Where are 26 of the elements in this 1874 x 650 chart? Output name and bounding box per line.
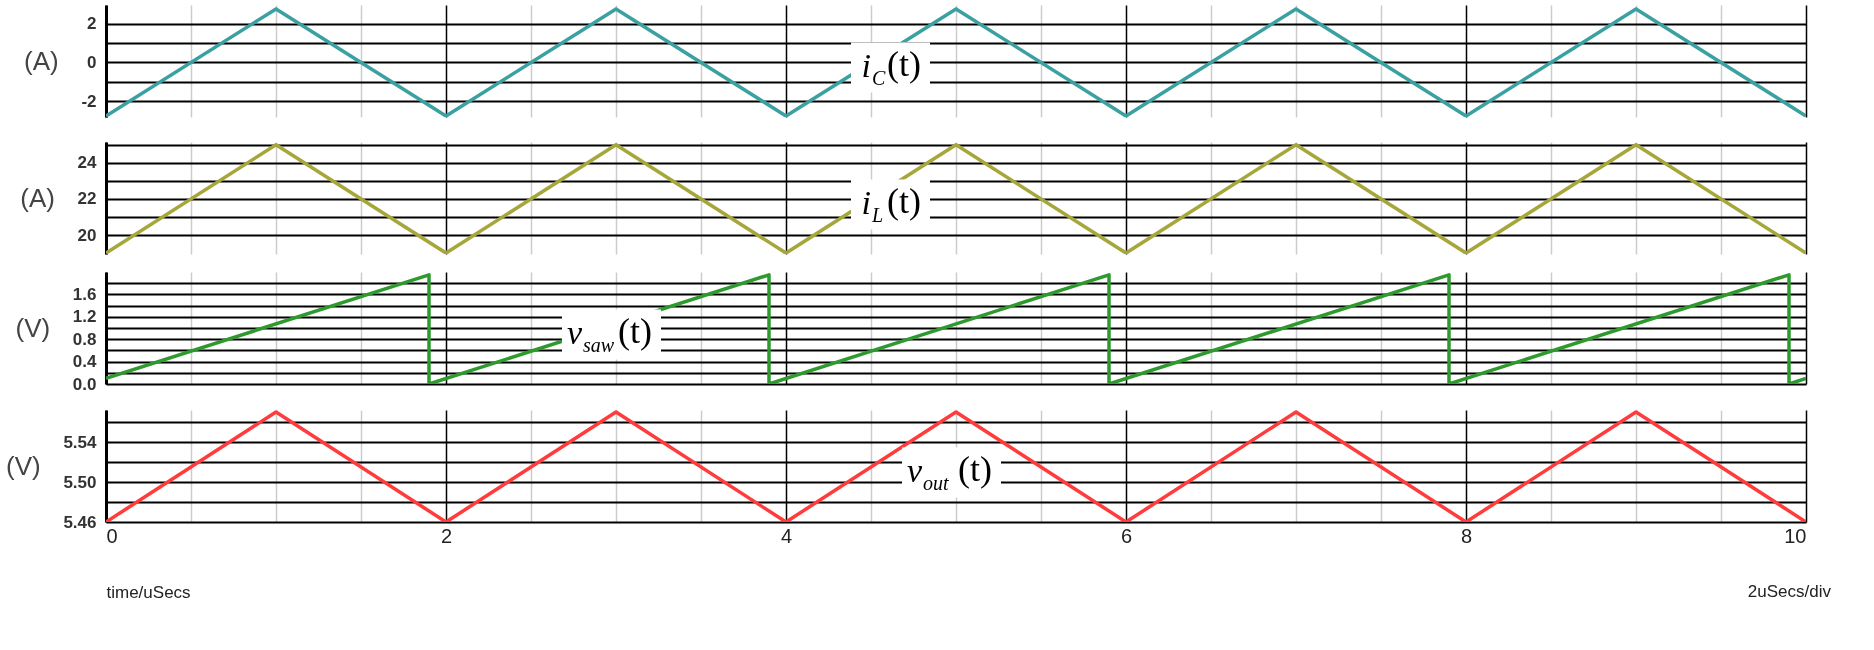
x-tick-label: 10 — [1784, 524, 1807, 547]
x-tick-label: 4 — [780, 524, 793, 547]
x-axis-title: time/uSecs — [106, 582, 191, 602]
y-tick-label: 0.0 — [72, 374, 97, 394]
y-axis-title: (V) — [15, 312, 51, 343]
y-tick-label: 0.8 — [72, 329, 97, 349]
y-tick-label: 0 — [87, 52, 97, 72]
y-tick-label: 2 — [87, 14, 97, 33]
x-tick-label: 2 — [440, 524, 453, 547]
y-tick-label: 22 — [77, 189, 97, 209]
y-axis-title: (A) — [20, 182, 55, 213]
y-tick-label: 1.6 — [72, 284, 97, 304]
y-tick-label: 5.50 — [63, 472, 97, 492]
y-axis-title: (A) — [24, 45, 59, 76]
y-tick-label: 5.46 — [63, 512, 97, 532]
x-tick-label: 6 — [1120, 524, 1133, 547]
y-axis-title: (V) — [6, 450, 41, 481]
x-tick-label: 8 — [1460, 524, 1473, 547]
y-tick-label: 5.54 — [63, 432, 98, 452]
y-tick-label: -2 — [81, 91, 97, 111]
text: 2uSecs/div — [1747, 582, 1832, 601]
y-tick-label: 24 — [77, 153, 98, 173]
y-tick-label: 0.4 — [72, 352, 98, 372]
y-tick-label: 20 — [77, 225, 97, 245]
x-tick-label: 0 — [106, 524, 118, 547]
y-tick-label: 1.2 — [72, 307, 97, 327]
